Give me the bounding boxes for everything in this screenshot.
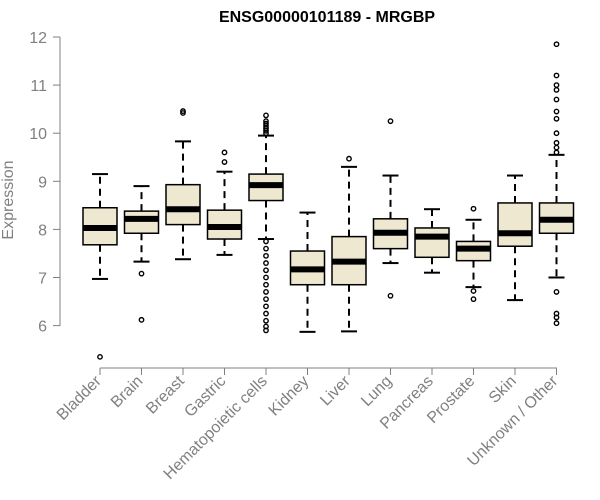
outlier-point	[553, 314, 560, 321]
x-tick-label: Liver	[317, 372, 354, 409]
x-tick-label: Kidney	[266, 373, 313, 420]
y-tick-label: 7	[38, 271, 47, 288]
outlier-point	[180, 108, 186, 114]
iqr-box	[414, 227, 450, 259]
chart-title: ENSG00000101189 - MRGBP	[219, 9, 435, 26]
outlier-point	[263, 120, 269, 127]
outlier-point	[138, 316, 145, 323]
outlier-point	[263, 260, 269, 266]
outlier-point	[346, 155, 352, 162]
outlier-point	[263, 118, 269, 125]
box-12	[538, 41, 575, 327]
outlier-point	[470, 288, 477, 294]
box-9	[414, 208, 450, 274]
outlier-point	[263, 245, 269, 252]
outlier-point	[263, 252, 269, 259]
outlier-point	[263, 327, 269, 334]
box-1	[82, 173, 118, 360]
outlier-point	[221, 149, 228, 156]
outlier-point	[221, 159, 228, 165]
box-11	[497, 174, 533, 302]
outlier-point	[553, 96, 560, 103]
outlier-point	[263, 112, 269, 119]
y-tick-label: 10	[29, 126, 47, 143]
y-tick-label: 6	[38, 319, 47, 336]
outlier-point	[470, 296, 477, 303]
y-ticks: 6 7 8 9 10 11 12	[29, 30, 60, 336]
box-4	[206, 149, 243, 256]
x-tick-label: Brain	[108, 373, 146, 411]
outlier-point	[263, 281, 269, 288]
box-8	[372, 118, 409, 299]
outlier-point	[263, 296, 269, 303]
outlier-point	[553, 87, 560, 93]
outlier-point	[263, 310, 269, 317]
boxes	[82, 41, 575, 360]
y-tick-label: 11	[30, 78, 47, 95]
x-tick-label: Breast	[143, 372, 188, 417]
outlier-point	[553, 41, 560, 48]
box-2	[123, 185, 160, 323]
outlier-point	[553, 320, 560, 327]
box-5	[248, 112, 284, 334]
outlier-point	[470, 205, 477, 212]
box-6	[289, 211, 326, 333]
iqr-box	[123, 210, 160, 234]
outlier-point	[553, 144, 560, 151]
iqr-box	[497, 202, 533, 247]
outlier-point	[263, 238, 269, 245]
y-axis-label: Expression	[0, 160, 17, 239]
y-tick-label: 12	[29, 30, 47, 47]
outlier-point	[138, 270, 145, 277]
outlier-point	[553, 130, 560, 137]
x-tick-label: Bladder	[54, 372, 105, 423]
outlier-point	[553, 72, 560, 79]
outlier-point	[553, 82, 560, 89]
y-tick-label: 8	[38, 222, 47, 239]
outlier-point	[553, 108, 560, 115]
outlier-point	[263, 317, 269, 324]
outlier-point	[553, 289, 560, 295]
outlier-point	[263, 289, 269, 295]
outlier-point	[263, 267, 269, 274]
outlier-point	[263, 303, 269, 310]
outlier-point	[263, 274, 269, 281]
box-10	[455, 205, 492, 303]
iqr-box	[165, 183, 201, 226]
outlier-point	[97, 353, 103, 360]
outlier-point	[387, 292, 394, 299]
box-7	[331, 155, 367, 333]
outlier-point	[180, 110, 186, 116]
outlier-point	[553, 139, 560, 146]
box-3	[165, 108, 201, 261]
outlier-point	[387, 118, 394, 125]
outlier-point	[553, 149, 560, 156]
x-tick-label: Skin	[486, 373, 520, 407]
outlier-point	[553, 115, 560, 122]
y-tick-label: 9	[38, 174, 47, 191]
x-tick-label: Lung	[358, 373, 395, 410]
